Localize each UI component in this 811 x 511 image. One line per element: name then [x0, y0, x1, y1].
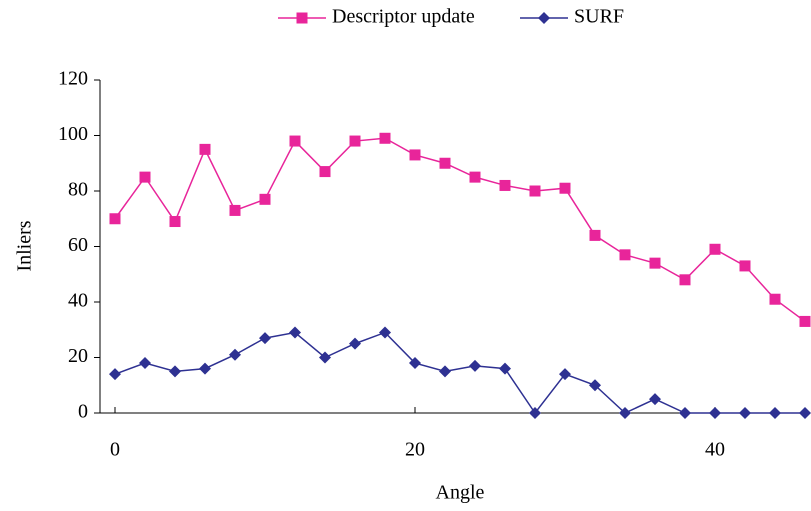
data-point [799, 315, 811, 327]
data-point [409, 357, 421, 370]
series-line [114, 331, 805, 415]
y-tick-label: 0 [78, 401, 88, 423]
data-point [379, 132, 391, 144]
data-point [559, 368, 571, 381]
y-tick-label: 100 [58, 123, 88, 145]
data-point [799, 407, 811, 419]
y-tick-label: 60 [68, 234, 88, 256]
data-point [349, 135, 361, 147]
data-point [319, 166, 331, 178]
data-point [229, 204, 241, 216]
data-point [589, 379, 601, 392]
legend-label: Descriptor update [332, 6, 475, 28]
data-point [499, 362, 511, 375]
x-tick-label: 0 [110, 439, 120, 461]
data-point [349, 337, 361, 350]
series-line [114, 137, 806, 323]
data-point [589, 229, 601, 241]
data-point [289, 135, 301, 147]
data-point [649, 257, 661, 269]
data-point [709, 243, 721, 255]
data-point [619, 407, 631, 419]
data-point [379, 326, 391, 339]
data-point [469, 359, 481, 372]
data-point [499, 179, 511, 191]
data-point [769, 293, 781, 305]
data-point [709, 407, 721, 419]
y-tick-label: 40 [68, 290, 88, 312]
y-tick-label: 20 [68, 345, 88, 367]
x-tick-label: 40 [705, 439, 725, 461]
data-point [679, 407, 691, 419]
data-point [199, 362, 211, 375]
data-point [739, 260, 751, 272]
data-point [169, 365, 181, 378]
data-point [139, 171, 151, 183]
legend-label: SURF [574, 6, 624, 28]
data-point [259, 332, 271, 345]
data-point [409, 149, 421, 161]
data-point [319, 351, 331, 364]
legend-marker [538, 12, 550, 24]
data-point [679, 274, 691, 286]
data-point [289, 326, 301, 339]
data-point [529, 407, 541, 419]
data-point [739, 407, 751, 419]
data-point [259, 193, 271, 205]
data-point [469, 171, 481, 183]
y-tick-label: 120 [58, 68, 88, 90]
data-point [529, 185, 541, 197]
data-point [229, 348, 241, 361]
y-tick-label: 80 [68, 179, 88, 201]
data-point [199, 143, 211, 155]
data-point [769, 407, 781, 419]
data-point [109, 368, 121, 381]
data-point [559, 182, 571, 194]
data-point [139, 357, 151, 370]
y-axis-label: Inliers [14, 220, 36, 271]
x-tick-label: 20 [405, 439, 425, 461]
x-axis-label: Angle [436, 482, 485, 504]
data-point [439, 365, 451, 378]
data-point [649, 393, 661, 406]
data-point [619, 249, 631, 261]
data-point [439, 157, 451, 169]
data-point [169, 216, 181, 228]
legend-marker [296, 12, 308, 24]
data-point [109, 213, 121, 225]
